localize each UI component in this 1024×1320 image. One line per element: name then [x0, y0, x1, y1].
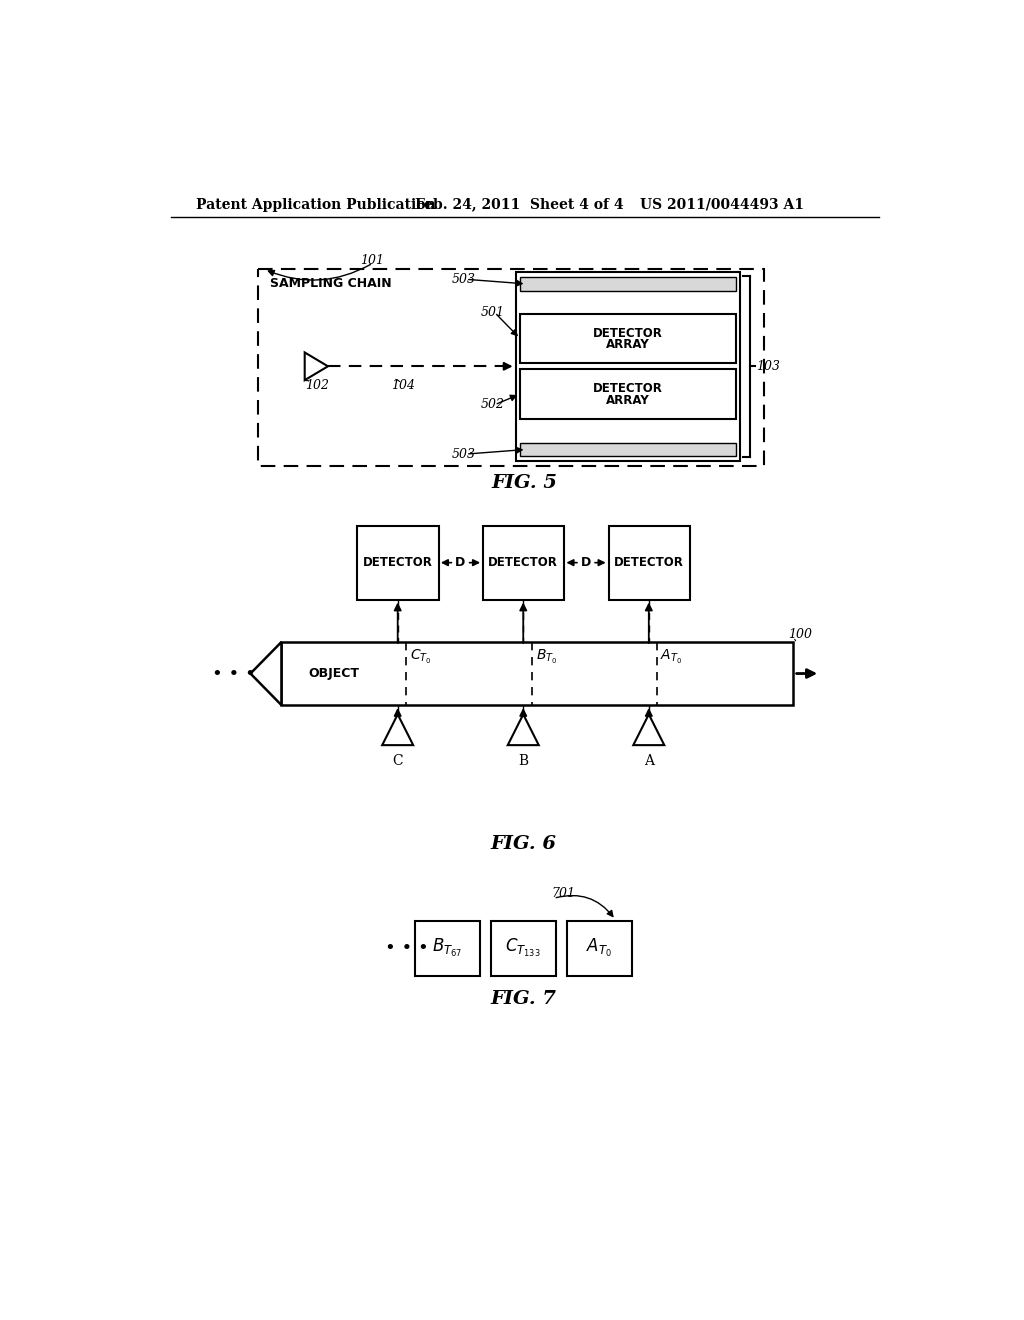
Text: ARRAY: ARRAY: [606, 393, 650, 407]
Text: DETECTOR: DETECTOR: [593, 326, 663, 339]
Text: 501: 501: [480, 306, 505, 319]
Text: ARRAY: ARRAY: [606, 338, 650, 351]
Text: C: C: [392, 754, 403, 767]
Text: 502: 502: [480, 399, 505, 412]
Text: B: B: [518, 754, 528, 767]
Bar: [520, 277, 735, 290]
Bar: [608, 527, 690, 599]
Text: D: D: [456, 556, 466, 569]
Bar: [520, 442, 735, 457]
Text: • • •: • • •: [212, 664, 255, 682]
Text: DETECTOR: DETECTOR: [593, 381, 663, 395]
Text: US 2011/0044493 A1: US 2011/0044493 A1: [640, 198, 804, 211]
Text: 503: 503: [452, 447, 476, 461]
Text: 102: 102: [305, 379, 329, 392]
Bar: [566, 921, 632, 977]
Text: $C_{T_{133}}$: $C_{T_{133}}$: [506, 937, 541, 960]
Text: 100: 100: [788, 628, 812, 640]
Text: OBJECT: OBJECT: [308, 667, 359, 680]
Text: 104: 104: [391, 379, 416, 392]
Text: $B_{T_0}$: $B_{T_0}$: [536, 648, 557, 667]
Polygon shape: [508, 714, 539, 744]
Polygon shape: [382, 714, 414, 744]
Text: FIG. 6: FIG. 6: [490, 834, 556, 853]
Bar: [490, 921, 556, 977]
Text: 101: 101: [360, 255, 384, 268]
Bar: [520, 314, 735, 363]
Text: Feb. 24, 2011  Sheet 4 of 4: Feb. 24, 2011 Sheet 4 of 4: [415, 198, 624, 211]
Polygon shape: [633, 714, 665, 744]
Text: SAMPLING CHAIN: SAMPLING CHAIN: [270, 277, 391, 290]
Text: D: D: [581, 556, 591, 569]
Bar: [357, 527, 438, 599]
Text: DETECTOR: DETECTOR: [613, 556, 684, 569]
Text: 503: 503: [452, 273, 476, 286]
Text: 701: 701: [552, 887, 575, 900]
Text: $B_{T_{67}}$: $B_{T_{67}}$: [432, 937, 463, 960]
Bar: [520, 370, 735, 420]
Text: DETECTOR: DETECTOR: [488, 556, 558, 569]
Text: • • •: • • •: [385, 940, 429, 957]
Text: DETECTOR: DETECTOR: [362, 556, 432, 569]
Text: FIG. 7: FIG. 7: [490, 990, 556, 1008]
Text: A: A: [644, 754, 653, 767]
Text: Patent Application Publication: Patent Application Publication: [197, 198, 436, 211]
Text: $A_{T_0}$: $A_{T_0}$: [660, 648, 682, 667]
Bar: [415, 921, 480, 977]
Text: $A_{T_0}$: $A_{T_0}$: [586, 937, 612, 960]
Bar: [515, 272, 740, 461]
Text: FIG. 5: FIG. 5: [492, 474, 558, 492]
Text: $C_{T_0}$: $C_{T_0}$: [410, 648, 431, 667]
Text: 103: 103: [757, 360, 780, 372]
Bar: [483, 527, 564, 599]
Bar: [282, 642, 793, 705]
Polygon shape: [251, 642, 282, 705]
